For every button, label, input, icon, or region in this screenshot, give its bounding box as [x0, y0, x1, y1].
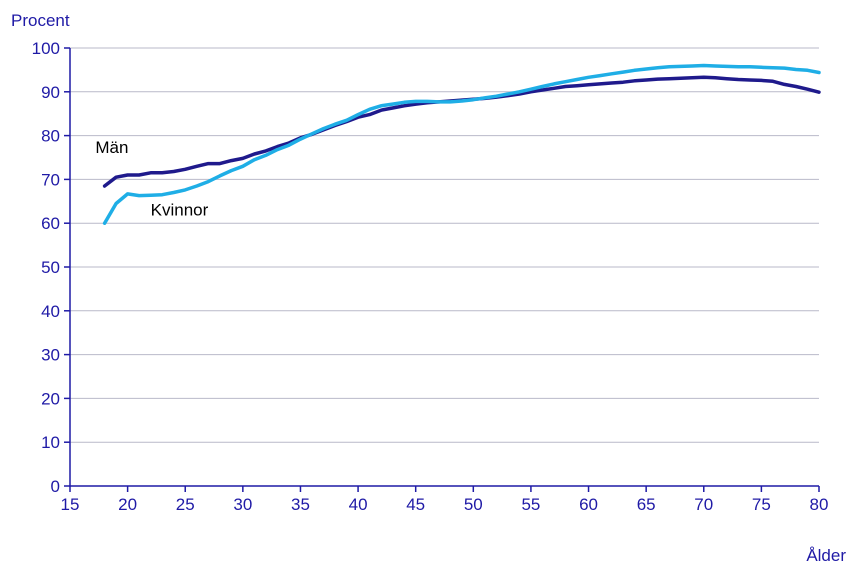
x-tick-label: 50 [464, 495, 483, 514]
gridlines [70, 47, 819, 443]
x-tick-label: 30 [233, 495, 252, 514]
y-axis-ticks: 0 10 20 30 40 50 60 70 80 90 100 [32, 39, 70, 496]
series-lines [102, 63, 821, 225]
y-axis-title: Procent [11, 11, 70, 30]
x-tick-label: 80 [810, 495, 829, 514]
x-tick-label: 65 [637, 495, 656, 514]
y-tick-label: 50 [41, 258, 60, 277]
x-tick-label: 25 [176, 495, 195, 514]
y-tick-label: 70 [41, 170, 60, 189]
x-axis-title: Ålder [806, 546, 846, 565]
x-tick-label: 45 [406, 495, 425, 514]
x-tick-label: 75 [752, 495, 771, 514]
series-label: Män [95, 138, 128, 157]
series-line-man [102, 75, 821, 188]
y-tick-label: 40 [41, 302, 60, 321]
series-line-kvinnor [102, 63, 821, 225]
y-tick-label: 20 [41, 389, 60, 408]
series-label: Kvinnor [151, 200, 209, 219]
y-tick-label: 10 [41, 433, 60, 452]
x-tick-label: 60 [579, 495, 598, 514]
y-tick-label: 60 [41, 214, 60, 233]
x-tick-label: 70 [694, 495, 713, 514]
y-tick-label: 100 [32, 39, 60, 58]
y-tick-label: 80 [41, 127, 60, 146]
x-tick-label: 55 [521, 495, 540, 514]
x-axis-ticks: 15 20 25 30 35 40 45 50 55 60 65 70 75 80 [61, 486, 829, 514]
series-labels: Män Kvinnor [95, 138, 208, 219]
x-tick-label: 40 [349, 495, 368, 514]
x-tick-label: 20 [118, 495, 137, 514]
x-tick-label: 35 [291, 495, 310, 514]
y-tick-label: 90 [41, 83, 60, 102]
y-tick-label: 30 [41, 346, 60, 365]
y-tick-label: 0 [51, 477, 60, 496]
x-tick-label: 15 [61, 495, 80, 514]
